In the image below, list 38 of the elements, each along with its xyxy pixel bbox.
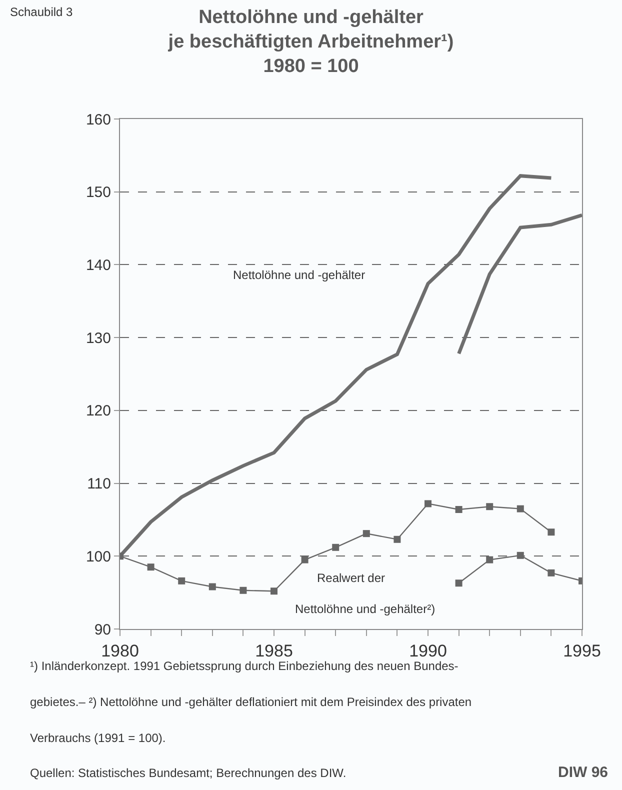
point bbox=[455, 580, 462, 587]
y-tick-label: 160 bbox=[86, 111, 111, 128]
point bbox=[548, 528, 555, 536]
y-tick-label: 100 bbox=[86, 548, 111, 566]
point bbox=[178, 577, 186, 584]
point bbox=[362, 530, 370, 538]
source-note: Quellen: Statistisches Bundesamt; Berechnungen des DIW. bbox=[30, 766, 346, 780]
point bbox=[147, 564, 154, 571]
text: DIW 96 bbox=[558, 764, 608, 781]
y-tick-label: 150 bbox=[86, 184, 111, 202]
point bbox=[424, 500, 432, 508]
x-tick-label: 1985 bbox=[255, 641, 293, 660]
x-tick-label: 1980 bbox=[101, 641, 139, 660]
point bbox=[270, 588, 278, 595]
y-tick-label: 140 bbox=[86, 256, 111, 274]
text: ¹) Inländerkonzept. 1991 Gebietssprung durch Einbeziehung des neuen Bundes- gebietes.– ²) Nettolöhne und -gehälter deflationiert mit dem Preisindex des privaten Verbrauchs (1991 = 100). bbox=[30, 659, 472, 745]
chart-title: Nettolöhne und -gehälter je beschäftigten Arbeitnehmer¹) 1980 = 100 bbox=[167, 6, 454, 78]
y-tick-label: 130 bbox=[86, 330, 111, 347]
annotation: Realwert der bbox=[317, 571, 386, 585]
point bbox=[486, 556, 494, 564]
point bbox=[240, 586, 247, 594]
y-tick-label: 90 bbox=[94, 621, 111, 638]
point bbox=[516, 552, 524, 559]
y-tick-label: 110 bbox=[87, 476, 111, 493]
y-tick-label: 120 bbox=[86, 402, 111, 420]
point bbox=[486, 503, 494, 510]
point bbox=[394, 536, 401, 543]
point bbox=[208, 583, 216, 590]
point bbox=[301, 556, 308, 564]
text: Schaubild 3 bbox=[10, 5, 74, 19]
point bbox=[455, 506, 462, 514]
annotation: Nettolöhne und -gehälter²) bbox=[295, 602, 436, 616]
annotation: Nettolöhne und -gehälter bbox=[233, 268, 366, 282]
point bbox=[516, 505, 524, 512]
point bbox=[548, 569, 555, 576]
x-tick-label: 1995 bbox=[563, 641, 601, 660]
point bbox=[332, 544, 340, 551]
x-tick-label: 1990 bbox=[409, 641, 447, 660]
